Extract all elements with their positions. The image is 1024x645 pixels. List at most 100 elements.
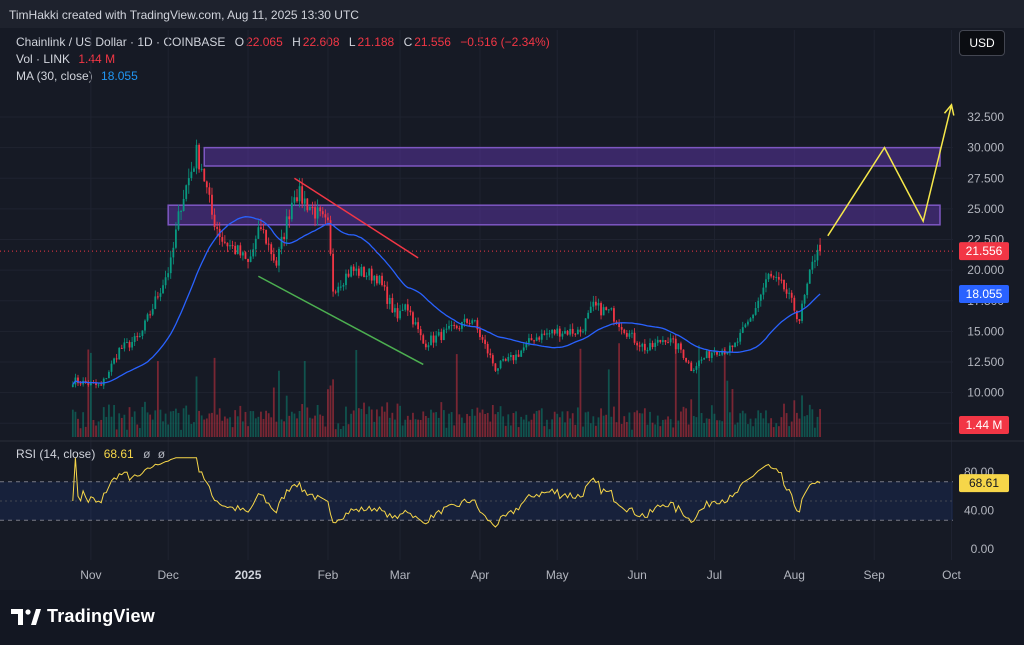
grid-lines xyxy=(0,30,953,560)
volume-bar xyxy=(574,424,577,437)
candle-body xyxy=(283,236,286,240)
candle-body xyxy=(741,327,744,333)
ma-series xyxy=(72,216,821,385)
candle-body xyxy=(262,229,265,231)
candle-body xyxy=(695,366,698,370)
candle-body xyxy=(595,301,597,306)
volume-bar xyxy=(79,428,82,437)
candle-body xyxy=(205,181,208,188)
volume-bar xyxy=(126,429,128,437)
candle-body xyxy=(705,351,708,359)
volume-label: Vol · LINK xyxy=(16,52,71,66)
rsi-tick-label: 40.00 xyxy=(964,504,994,518)
candle-body xyxy=(329,220,332,254)
candle-body xyxy=(177,211,180,230)
candle-body xyxy=(412,312,414,325)
candle-body xyxy=(169,257,172,274)
volume-bar xyxy=(115,429,118,437)
candle-body xyxy=(785,289,788,294)
candle-body xyxy=(479,329,481,338)
candle-body xyxy=(156,296,159,298)
price-chart[interactable]: 32.50030.00027.50025.00022.50020.00017.5… xyxy=(0,0,1024,590)
candle-body xyxy=(352,266,355,271)
volume-bar xyxy=(770,418,773,437)
candle-body xyxy=(646,350,649,352)
volume-bar xyxy=(280,419,283,437)
volume-bar xyxy=(739,413,742,437)
candle-body xyxy=(172,247,175,258)
candle-body xyxy=(131,341,134,348)
candle-body xyxy=(360,267,363,276)
ma-line xyxy=(72,216,821,385)
settings-icon[interactable]: ø xyxy=(157,447,166,461)
candle-body xyxy=(193,168,195,172)
candle-body xyxy=(249,256,252,262)
svg-text:68.61: 68.61 xyxy=(969,476,999,490)
candle-body xyxy=(692,369,695,372)
candle-body xyxy=(355,268,358,271)
volume-bar xyxy=(159,409,162,437)
candle-body xyxy=(154,296,157,309)
candle-body xyxy=(685,357,687,362)
candle-body xyxy=(149,314,152,316)
candle-body xyxy=(296,197,298,202)
projection-arrowhead xyxy=(943,103,955,116)
volume-bar xyxy=(187,414,190,437)
footer-bar xyxy=(0,590,1024,645)
candle-body xyxy=(190,171,193,179)
volume-bar xyxy=(272,387,275,437)
volume-bar xyxy=(479,412,481,437)
volume-bar xyxy=(744,413,747,437)
candle-body xyxy=(677,343,680,350)
candle-body xyxy=(509,355,512,358)
candle-body xyxy=(667,342,669,344)
support-trendline xyxy=(258,275,424,366)
candle-body xyxy=(417,322,420,330)
volume-bar xyxy=(473,415,476,437)
trendlines xyxy=(258,177,424,366)
volume-bar xyxy=(128,407,131,437)
candle-body xyxy=(525,342,528,348)
volume-bar xyxy=(680,411,682,437)
candle-body xyxy=(811,261,814,270)
volume-bar xyxy=(687,424,690,437)
price-tick-label: 25.000 xyxy=(967,202,1004,216)
time-axis: Nov Dec 2025 Feb Mar Apr May Jun Jul Aug Sep Oct xyxy=(80,568,961,582)
volume-bar xyxy=(352,410,355,437)
candle-body xyxy=(327,217,329,221)
volume-bar xyxy=(762,418,765,437)
candle-body xyxy=(285,216,288,240)
volume-bar xyxy=(661,419,664,437)
candle-body xyxy=(146,314,149,321)
volume-bar xyxy=(692,415,695,437)
candle-body xyxy=(422,335,425,344)
volume-bar xyxy=(345,406,347,437)
candle-body xyxy=(120,347,123,349)
volume-bar xyxy=(517,427,520,437)
volume-bar xyxy=(308,417,311,437)
volume-bar xyxy=(811,409,814,437)
candle-body xyxy=(535,337,538,341)
time-tick-label: Apr xyxy=(471,568,490,582)
volume-bar xyxy=(368,406,371,437)
volume-bar xyxy=(558,417,561,437)
candle-body xyxy=(110,363,113,372)
volume-bar xyxy=(414,419,417,437)
volume-bar xyxy=(394,419,396,437)
volume-bar xyxy=(754,418,757,437)
candle-body xyxy=(556,328,559,334)
candle-body xyxy=(182,198,185,212)
candle-body xyxy=(136,336,139,338)
volume-bar xyxy=(528,421,530,437)
candle-body xyxy=(164,277,167,286)
currency-button[interactable]: USD xyxy=(959,30,1005,56)
volume-bar xyxy=(471,409,474,437)
candle-body xyxy=(89,382,92,386)
volume-bar xyxy=(538,410,541,437)
candle-body xyxy=(159,293,162,297)
volume-bar xyxy=(262,418,265,437)
candle-body xyxy=(690,362,693,372)
eye-off-icon[interactable]: ø xyxy=(143,447,151,461)
candle-body xyxy=(502,359,505,361)
volume-bar xyxy=(597,417,600,437)
